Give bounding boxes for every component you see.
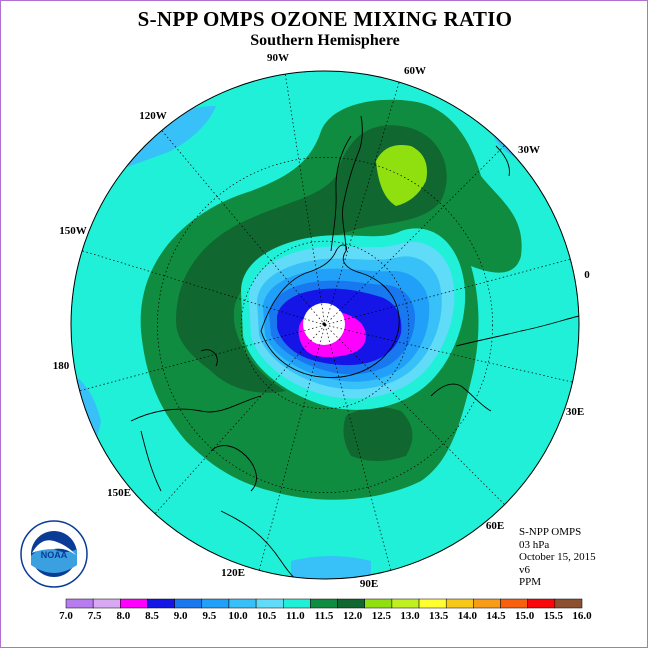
colorbar-swatch [391, 598, 420, 609]
colorbar-tick-label: 9.0 [174, 610, 188, 622]
coastline [140, 430, 162, 492]
colorbar-labels: 7.0 7.5 8.0 8.5 9.0 9.5 10.0 10.5 11.0 11.5 12.0 12… [59, 610, 592, 622]
colorbar-swatch [147, 598, 175, 609]
contour-patch [291, 556, 371, 579]
ozone-contours [71, 99, 541, 579]
colorbar-tick-label: 10.0 [228, 610, 248, 622]
longitude-label: 150E [107, 487, 131, 499]
colorbar-swatch [120, 598, 148, 609]
longitude-label: 60E [486, 520, 504, 532]
coastline [495, 145, 510, 177]
longitude-label: 60W [404, 65, 426, 77]
australia-coast [130, 395, 262, 422]
colorbar-swatch [174, 598, 203, 609]
antarctica-coast [260, 244, 400, 378]
colorbar-tick-label: 13.0 [400, 610, 420, 622]
contour-12-0 [343, 407, 413, 461]
colorbar-tick-label: 11.0 [286, 610, 305, 622]
latitude-circle [157, 157, 493, 493]
longitude-label: 120W [139, 110, 167, 122]
new-zealand-coast [210, 445, 257, 492]
colorbar-tick-label: 13.5 [429, 610, 449, 622]
info-version: v6 [519, 563, 530, 576]
colorbar-swatch [554, 598, 583, 609]
colorbar-tick-label: 16.0 [572, 610, 592, 622]
coastline [200, 349, 218, 367]
colorbar-boxes [65, 598, 583, 609]
colorbar-tick-label: 15.0 [515, 610, 535, 622]
colorbar-tick-label: 12.5 [372, 610, 392, 622]
colorbar-swatch [228, 598, 257, 609]
longitude-label: 180 [53, 360, 70, 372]
colorbar-tick-label: 8.5 [145, 610, 159, 622]
map-subtitle: Southern Hemisphere [250, 32, 400, 49]
noaa-logo: NOAA [20, 520, 88, 588]
africa-coast [455, 315, 579, 347]
longitude-label: 90E [360, 578, 378, 590]
south-america-coast [330, 135, 352, 252]
colorbar-swatch [337, 598, 365, 609]
map-title: S-NPP OMPS OZONE MIXING RATIO [137, 7, 513, 31]
latitude-circle [240, 240, 410, 410]
longitude-label: 30W [518, 144, 540, 156]
colorbar-tick-label: 11.5 [315, 610, 334, 622]
colorbar-tick-label: 14.5 [486, 610, 506, 622]
longitude-label: 0 [584, 269, 590, 281]
colorbar-tick-label: 7.0 [59, 610, 73, 622]
colorbar-swatch [418, 598, 447, 609]
colorbar-tick-label: 8.0 [116, 610, 130, 622]
colorbar-swatch [445, 598, 474, 609]
colorbar-tick-label: 7.5 [88, 610, 102, 622]
colorbar-swatch [310, 598, 338, 609]
africa-coast [430, 383, 492, 412]
contour-12-0 [176, 125, 447, 393]
longitude-label: 30E [566, 406, 584, 418]
colorbar-tick-label: 10.5 [257, 610, 277, 622]
colorbar-tick-label: 12.0 [343, 610, 363, 622]
colorbar-swatch [364, 598, 393, 609]
map-boundary [70, 70, 580, 580]
longitude-label: 90W [267, 52, 289, 64]
coastline [220, 510, 312, 579]
graticule [71, 71, 579, 579]
colorbar-swatch [92, 598, 121, 609]
coastlines [130, 115, 579, 579]
colorbar-swatch [283, 598, 311, 609]
info-date: October 15, 2015 [519, 551, 596, 563]
colorbar-tick-label: 9.5 [202, 610, 216, 622]
colorbar-swatch [201, 598, 230, 609]
colorbar-swatch [65, 598, 94, 609]
colorbar-swatch [500, 598, 528, 609]
noaa-logo-text: NOAA [41, 550, 68, 560]
longitude-label: 120E [221, 567, 245, 579]
longitude-labels: 90W 60W 30W 0 30E 60E 90E 120E 150E 180 150W 120W [53, 52, 591, 590]
south-america-coast [342, 115, 363, 252]
info-level: 03 hPa [519, 538, 550, 551]
colorbar-swatch [473, 598, 501, 609]
info-instrument: S-NPP OMPS [519, 526, 582, 538]
colorbar-tick-label: 14.0 [458, 610, 478, 622]
info-units: PPM [519, 576, 542, 588]
colorbar-tick-label: 15.5 [544, 610, 564, 622]
info-block: S-NPP OMPS 03 hPa October 15, 2015 v6 PP… [519, 526, 596, 589]
colorbar-swatch [255, 598, 284, 609]
longitude-label: 150W [59, 225, 87, 237]
colorbar-swatch [527, 598, 556, 609]
